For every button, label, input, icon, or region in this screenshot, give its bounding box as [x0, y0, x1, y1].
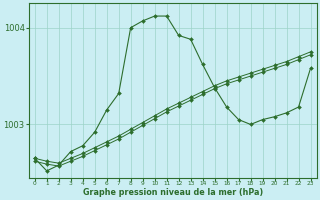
X-axis label: Graphe pression niveau de la mer (hPa): Graphe pression niveau de la mer (hPa): [83, 188, 263, 197]
